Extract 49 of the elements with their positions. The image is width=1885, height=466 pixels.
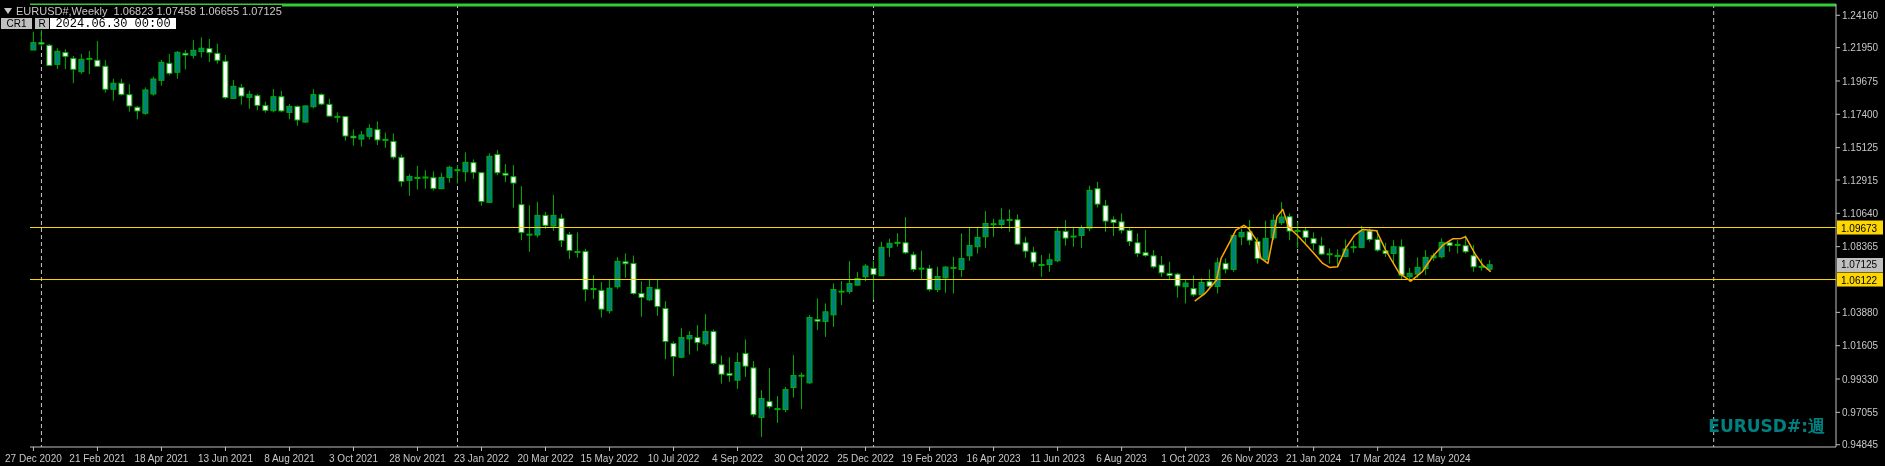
y-tick-label: 0.99330	[1842, 373, 1879, 385]
button: CR1	[1, 18, 32, 29]
y-tick-label: 1.01605	[1842, 340, 1879, 352]
y-tick-label: 0.97055	[1842, 406, 1879, 418]
x-tick-label: 11 Jun 2023	[1030, 453, 1086, 464]
y-tick-label: 1.03880	[1842, 306, 1879, 318]
y-tick-label: 1.24160	[1842, 9, 1879, 21]
x-tick-label: 13 Jun 2021	[197, 453, 254, 464]
x-tick-label: 4 Sep 2022	[711, 453, 764, 464]
x-tick-label: 27 Dec 2020	[5, 453, 63, 464]
candlestick	[1030, 246, 1037, 268]
x-tick-label: 26 Nov 2023	[1221, 453, 1279, 464]
price-tag: 1.07125	[1837, 257, 1883, 272]
button: R	[35, 18, 49, 29]
x-tick-label: 16 Apr 2023	[966, 453, 1021, 464]
line-series	[1194, 208, 1492, 302]
candlestick	[502, 163, 509, 183]
x-tick-label: 10 Jul 2022	[647, 453, 700, 464]
symbol-caption: EURUSD#:週	[1708, 418, 1825, 435]
candlestick	[510, 164, 517, 209]
x-tick-label: 18 Apr 2021	[134, 453, 189, 464]
x-tick-label: 19 Feb 2023	[901, 453, 959, 464]
x-tick-label: 30 Oct 2022	[774, 453, 830, 464]
x-tick-label: 8 Aug 2021	[264, 453, 316, 464]
ref-line-label: 1.06122	[1841, 274, 1878, 286]
y-tick-label: 1.21950	[1842, 42, 1879, 54]
y-tick-label: 1.15125	[1842, 142, 1879, 154]
y-tick-label: 1.08365	[1842, 241, 1879, 253]
candlestick	[214, 43, 221, 65]
x-tick-label: 17 Mar 2024	[1349, 453, 1407, 464]
x-tick-label: 21 Jan 2024	[1286, 453, 1342, 464]
y-tick-label: 1.12915	[1842, 174, 1879, 186]
text-field: 2024.06.30 00:00	[50, 18, 176, 29]
x-tick-label: 23 Jan 2022	[453, 453, 510, 464]
ref-line-label: 1.09673	[1841, 222, 1878, 234]
x-tick-label: 12 May 2024	[1412, 453, 1471, 464]
x-tick-label: 6 Aug 2023	[1096, 453, 1148, 464]
y-tick-label: 1.17400	[1842, 108, 1879, 120]
x-tick-label: 15 May 2022	[580, 453, 639, 464]
x-tick-label: 25 Dec 2022	[837, 453, 895, 464]
y-tick-label: 0.94845	[1842, 439, 1879, 451]
chart-title: EURUSD#,Weekly 1.06823 1.07458 1.06655 1.07125	[16, 5, 282, 17]
x-tick-label: 20 Mar 2022	[517, 453, 575, 464]
x-tick-label: 21 Feb 2021	[69, 453, 126, 464]
y-tick-label: 1.10640	[1842, 207, 1879, 219]
x-tick-label: 1 Oct 2023	[1161, 453, 1211, 464]
x-tick-label: 3 Oct 2021	[329, 453, 379, 464]
x-tick-label: 28 Nov 2021	[389, 453, 447, 464]
y-tick-label: 1.19675	[1842, 75, 1879, 87]
